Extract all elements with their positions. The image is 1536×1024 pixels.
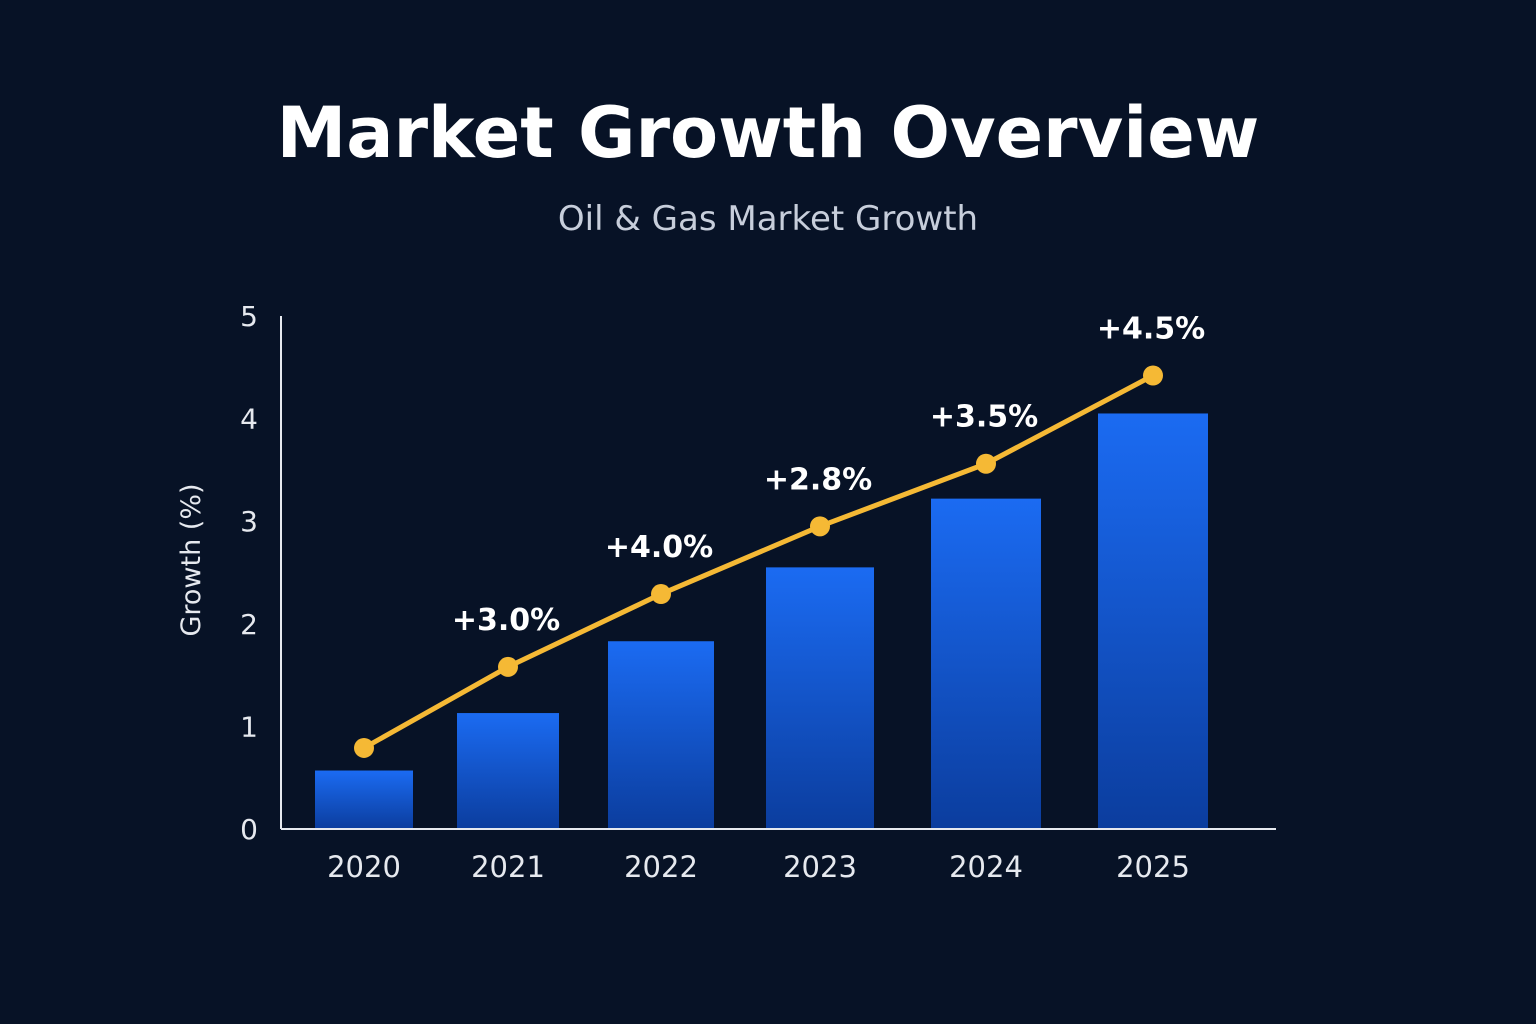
x-tick-label: 2021 <box>471 850 545 884</box>
y-tick-label: 3 <box>240 505 258 538</box>
growth-line <box>361 373 1156 751</box>
data-label-2022: +4.0% <box>605 530 713 565</box>
x-tick-label: 2020 <box>327 850 401 884</box>
data-label-2023: +2.8% <box>764 462 872 497</box>
bar-2020 <box>315 770 413 829</box>
axes <box>280 316 1276 830</box>
x-tick-label: 2022 <box>624 850 698 884</box>
line-series <box>361 373 1156 751</box>
x-tick-label: 2023 <box>783 850 857 884</box>
y-axis-ticks: 0 1 2 3 4 5 <box>240 300 258 846</box>
page-title: Market Growth Overview <box>276 92 1260 174</box>
y-tick-label: 2 <box>240 608 258 641</box>
line-point-2020 <box>354 737 374 758</box>
y-tick-label: 5 <box>240 300 258 333</box>
y-tick-label: 1 <box>240 710 258 743</box>
data-label-2024: +3.5% <box>930 400 1038 435</box>
data-label-2025: +4.5% <box>1097 312 1205 347</box>
bar-series <box>315 413 1208 829</box>
line-data-labels: +3.0% +4.0% +2.8% +3.5% +4.5% <box>452 312 1205 638</box>
bar-2022 <box>608 641 714 829</box>
line-point-2021 <box>498 656 518 677</box>
line-point-2024 <box>976 453 996 474</box>
line-point-2022 <box>651 584 671 605</box>
x-tick-label: 2025 <box>1116 850 1190 884</box>
y-axis-label: Growth (%) <box>176 483 207 636</box>
line-point-2023 <box>810 516 830 537</box>
bar-2021 <box>457 713 559 829</box>
bar-2023 <box>766 567 874 829</box>
y-tick-label: 0 <box>240 813 258 846</box>
y-tick-label: 4 <box>240 403 258 436</box>
x-tick-label: 2024 <box>949 850 1023 884</box>
x-axis-ticks: 2020 2021 2022 2023 2024 2025 <box>327 850 1190 884</box>
bar-2024 <box>931 498 1041 829</box>
data-label-2021: +3.0% <box>452 603 560 638</box>
line-point-2025 <box>1143 365 1163 386</box>
bar-2025 <box>1098 413 1208 829</box>
page-subtitle: Oil & Gas Market Growth <box>557 199 979 239</box>
line-points <box>354 365 1163 758</box>
